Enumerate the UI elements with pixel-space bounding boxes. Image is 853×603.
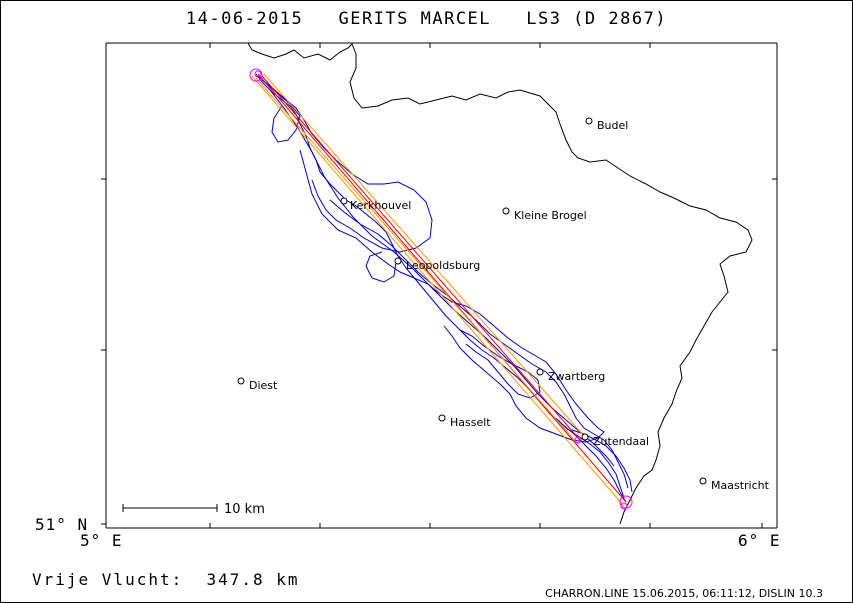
turnpoint-end-inner: [620, 502, 628, 510]
turnpoint-start: [249, 68, 263, 82]
scale-bar-label: 10 km: [224, 502, 265, 517]
city-diest: Diest: [237, 377, 278, 392]
latitude-label: 51° N: [35, 515, 89, 534]
city-label: Zwartberg: [548, 370, 605, 383]
city-maastricht: Maastricht: [699, 477, 770, 492]
city-zutendaal: Zutendaal: [581, 433, 649, 448]
country-border: [247, 42, 753, 525]
city-label: Zutendaal: [593, 435, 649, 448]
city-kerkhouvel: Kerkhouvel: [340, 197, 411, 212]
task-legs: [251, 73, 627, 507]
longitude-right-label: 6° E: [738, 531, 781, 550]
city-label: Leopoldsburg: [406, 259, 480, 272]
scale-bar: 10 km: [122, 502, 265, 517]
city-label: Diest: [249, 379, 278, 392]
footer-credits: CHARRON.LINE 15.06.2015, 06:11:12, DISLI…: [545, 587, 823, 600]
free-flight-distance: Vrije Vlucht: 347.8 km: [32, 570, 300, 589]
city-label: Hasselt: [450, 416, 491, 429]
city-leopoldsburg: Leopoldsburg: [394, 257, 480, 272]
turnpoint-mid: [574, 436, 582, 444]
city-label: Maastricht: [711, 479, 770, 492]
longitude-left-label: 5° E: [80, 531, 123, 550]
city-label: Kerkhouvel: [350, 199, 411, 212]
cities: Budel Kleine Brogel Kerkhouvel Leopoldsb…: [237, 117, 770, 492]
map-axes: [101, 42, 778, 529]
city-hasselt: Hasselt: [438, 414, 491, 429]
city-zwartberg: Zwartberg: [536, 368, 605, 383]
flight-title: 14-06-2015 GERITS MARCEL LS3 (D 2867): [185, 9, 668, 29]
turnpoints: [249, 68, 633, 510]
city-label: Budel: [597, 119, 628, 132]
city-budel: Budel: [585, 117, 628, 132]
city-label: Kleine Brogel: [514, 209, 587, 222]
turnpoint-start-inner: [254, 70, 262, 78]
city-kleine-brogel: Kleine Brogel: [502, 207, 587, 222]
